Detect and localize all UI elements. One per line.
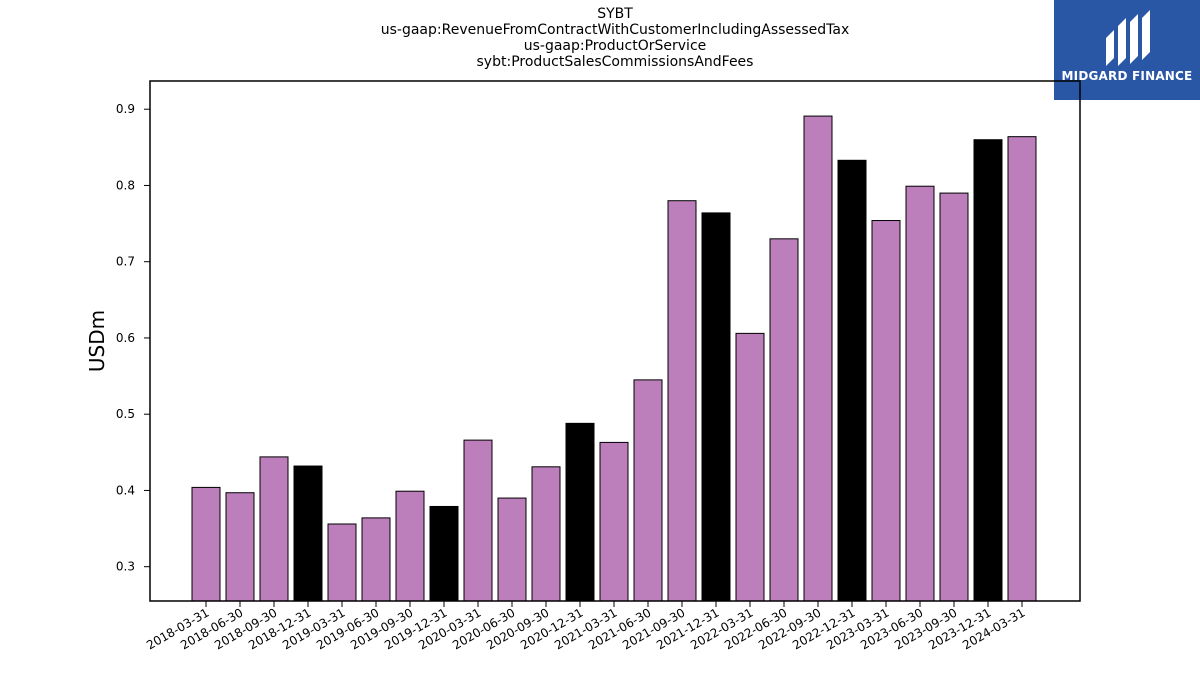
bar-2019-03-31 [327, 523, 357, 602]
bar-2020-12-31 [565, 422, 595, 602]
bar-2018-12-31 [293, 465, 323, 602]
bar-2019-12-31 [429, 505, 459, 602]
bar-2022-12-31 [837, 159, 867, 602]
bar-2020-03-31 [463, 439, 493, 602]
bar-2023-03-31 [871, 220, 901, 602]
bar-2018-06-30 [225, 492, 255, 602]
bar-2023-12-31 [973, 139, 1003, 602]
title-line-4: sybt:ProductSalesCommissionsAndFees [476, 54, 754, 70]
chart-title: SYBT us-gaap:RevenueFromContractWithCust… [150, 6, 1080, 70]
bar-2022-06-30 [769, 238, 799, 602]
y-tick-label: 0.3 [116, 560, 135, 574]
bar-2023-06-30 [905, 185, 935, 602]
y-tick-label: 0.7 [116, 255, 135, 269]
bar-2024-03-31 [1007, 136, 1037, 602]
midgard-logo-icon [1054, 0, 1200, 100]
y-tick-label: 0.6 [116, 331, 135, 345]
bar-2021-03-31 [599, 441, 629, 602]
x-axis: 2018-03-312018-06-302018-09-302018-12-31… [144, 601, 1028, 652]
bars-group [191, 115, 1037, 602]
logo-text: MIDGARD FINANCE [1061, 69, 1193, 83]
bar-2020-09-30 [531, 466, 561, 602]
plot-frame [149, 80, 1081, 602]
bar-2022-09-30 [803, 115, 833, 602]
y-tick-label: 0.5 [116, 407, 135, 421]
title-line-2: us-gaap:RevenueFromContractWithCustomerI… [380, 22, 850, 38]
bar-2021-06-30 [633, 379, 663, 602]
y-tick-label: 0.4 [116, 483, 135, 497]
bar-2022-03-31 [735, 332, 765, 602]
bar-2020-06-30 [497, 497, 527, 602]
bar-2021-12-31 [701, 212, 731, 602]
bar-2018-09-30 [259, 456, 289, 602]
bar-2019-06-30 [361, 517, 391, 602]
midgard-finance-logo: MIDGARD FINANCE [1054, 0, 1200, 100]
bar-2019-09-30 [395, 490, 425, 602]
title-line-3: us-gaap:ProductOrService [523, 38, 707, 54]
y-tick-label: 0.8 [116, 178, 135, 192]
bar-2018-03-31 [191, 486, 221, 602]
y-tick-label: 0.9 [116, 102, 135, 116]
bar-2023-09-30 [939, 192, 969, 602]
bar-2021-09-30 [667, 200, 697, 602]
y-axis-label: USDm [85, 310, 109, 372]
title-line-1: SYBT [597, 6, 633, 22]
y-axis: 0.3 0.4 0.5 0.6 0.7 0.8 0.9 [116, 102, 150, 574]
